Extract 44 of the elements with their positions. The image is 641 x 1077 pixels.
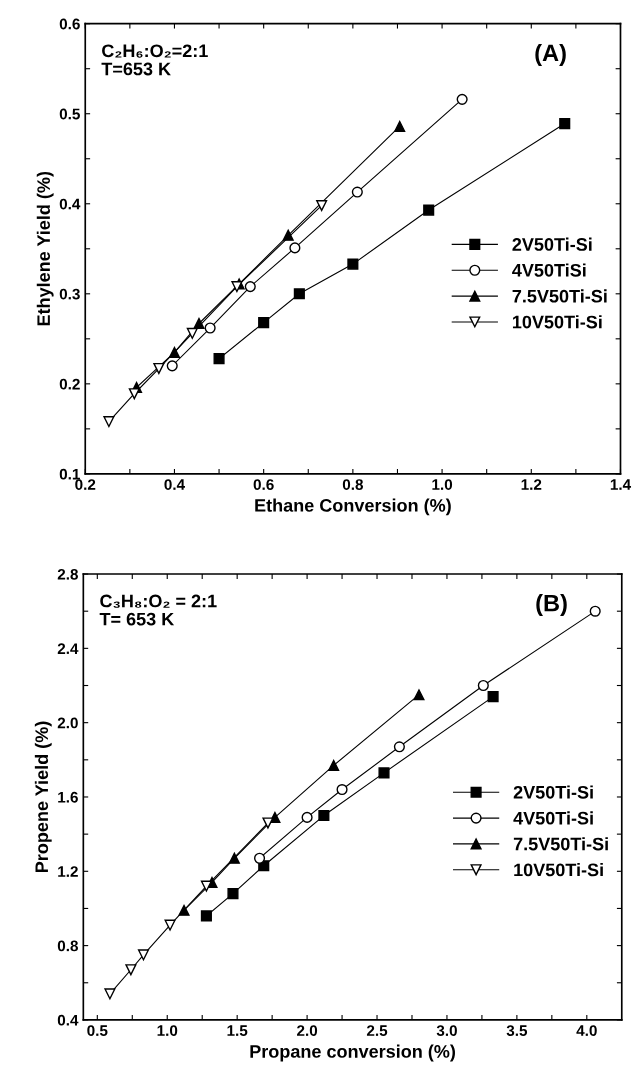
y-tick-label: 1.2 [58, 866, 78, 877]
x-tick-label: 0.2 [75, 479, 96, 490]
y-tick-label: 0.4 [57, 1014, 79, 1026]
annotation: C₃H₈:O₂ = 2:1 T= 653 K [99, 594, 217, 626]
y-tick-label: 2.8 [57, 568, 78, 580]
annotation: (A) [535, 43, 566, 66]
x-tick-label: 0.8 [342, 479, 364, 490]
y-axis-title: Propene Yield (%) [34, 721, 52, 873]
x-tick-label: 1.5 [227, 1025, 248, 1036]
x-tick-label: 1.0 [157, 1025, 178, 1036]
legend-label: 7.5V50Ti-Si [512, 289, 607, 303]
x-tick-label: 1.2 [521, 479, 542, 490]
y-tick-label: 0.8 [57, 940, 78, 952]
x-tick-label: 4.0 [576, 1025, 597, 1036]
x-tick-label: 2.0 [297, 1025, 318, 1036]
annotation: C₂H₆:O₂=2:1 T=653 K [101, 44, 208, 76]
y-tick-label: 2.4 [57, 643, 79, 654]
legend-label: 2V50Ti-Si [512, 237, 592, 251]
x-tick-label: 3.0 [436, 1025, 457, 1037]
x-axis-title: Propane conversion (%) [250, 1044, 455, 1062]
x-tick-label: 0.4 [164, 479, 185, 490]
y-axis-title: Ethylene Yield (%) [36, 171, 54, 326]
legend-label: 10V50Ti-Si [512, 315, 602, 329]
x-tick-label: 1.4 [610, 479, 632, 490]
annotation: (B) [536, 594, 567, 617]
legend-label: 4V50TiSi [512, 263, 586, 277]
y-tick-label: 1.6 [58, 791, 78, 803]
y-tick-label: 2.0 [57, 717, 78, 729]
x-axis-title: Ethane Conversion (%) [255, 498, 451, 516]
legend-label: 4V50Ti-Si [513, 811, 593, 825]
x-tick-label: 2.5 [366, 1025, 388, 1036]
y-tick-label: 0.1 [59, 468, 80, 480]
legend-label: 7.5V50Ti-Si [513, 837, 608, 851]
legend-label: 2V50Ti-Si [513, 785, 593, 799]
y-tick-label: 0.3 [59, 288, 80, 300]
x-tick-label: 1.0 [432, 479, 453, 490]
x-tick-label: 3.5 [506, 1025, 528, 1037]
legend-label: 10V50Ti-Si [514, 863, 603, 877]
x-tick-label: 0.5 [87, 1025, 108, 1036]
y-tick-label: 0.6 [59, 18, 80, 30]
x-tick-label: 0.6 [253, 479, 274, 490]
y-tick-label: 0.2 [59, 378, 80, 390]
y-tick-label: 0.5 [59, 108, 80, 120]
y-tick-label: 0.4 [59, 198, 81, 210]
